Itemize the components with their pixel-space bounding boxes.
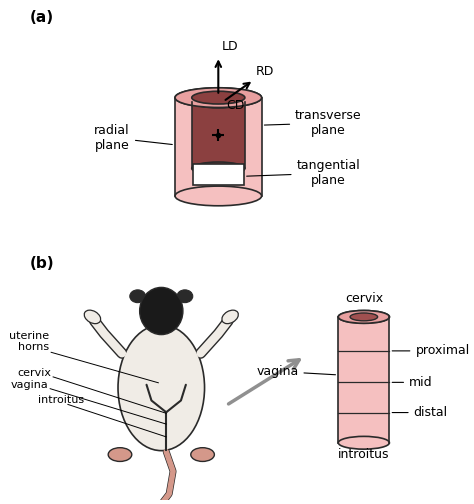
Text: CD: CD: [226, 99, 245, 112]
Bar: [175, 98, 262, 196]
Ellipse shape: [338, 436, 390, 449]
Text: LD: LD: [221, 40, 238, 53]
Ellipse shape: [175, 88, 262, 107]
Text: mid: mid: [392, 376, 433, 389]
Text: uterine
horns: uterine horns: [9, 331, 49, 352]
Ellipse shape: [192, 95, 245, 108]
Text: transverse
plane: transverse plane: [264, 109, 362, 137]
Text: introitus: introitus: [38, 396, 84, 405]
Ellipse shape: [192, 91, 245, 104]
Ellipse shape: [192, 162, 245, 175]
Ellipse shape: [108, 448, 132, 462]
Text: (a): (a): [29, 10, 54, 25]
Ellipse shape: [222, 310, 238, 324]
Ellipse shape: [191, 448, 214, 462]
Text: cervix: cervix: [17, 368, 51, 378]
Text: proximal: proximal: [392, 344, 470, 357]
Ellipse shape: [118, 325, 205, 451]
Ellipse shape: [140, 287, 183, 335]
Text: vagina: vagina: [10, 380, 48, 390]
Bar: [192, 101, 245, 168]
Ellipse shape: [338, 310, 390, 323]
Ellipse shape: [350, 313, 378, 321]
Ellipse shape: [84, 310, 100, 324]
Text: radial
plane: radial plane: [94, 124, 172, 152]
Ellipse shape: [130, 290, 146, 302]
Ellipse shape: [175, 186, 262, 206]
Bar: [193, 163, 244, 185]
Bar: [338, 317, 390, 443]
Text: vagina: vagina: [256, 365, 336, 378]
Text: introitus: introitus: [338, 448, 390, 461]
Text: distal: distal: [392, 406, 448, 419]
Ellipse shape: [338, 310, 390, 323]
Text: (b): (b): [29, 256, 54, 271]
Text: cervix: cervix: [345, 292, 383, 305]
Ellipse shape: [177, 290, 193, 302]
Ellipse shape: [175, 88, 262, 107]
Text: tangential
plane: tangential plane: [246, 159, 360, 187]
Text: RD: RD: [255, 65, 274, 78]
